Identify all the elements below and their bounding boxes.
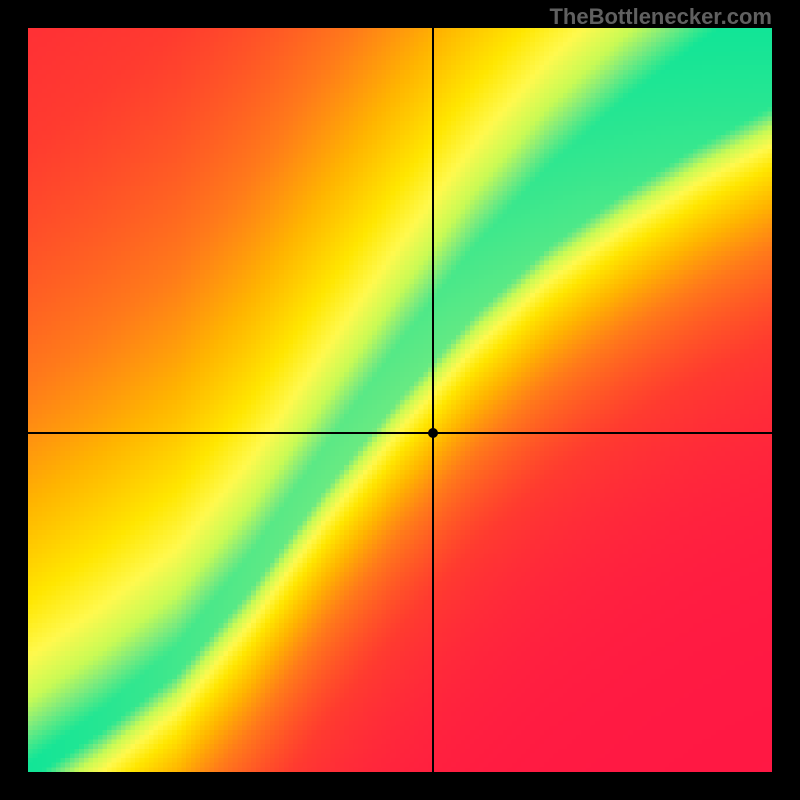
heatmap-canvas — [28, 28, 772, 772]
chart-container: TheBottlenecker.com — [0, 0, 800, 800]
watermark-text: TheBottlenecker.com — [549, 4, 772, 30]
crosshair-vertical — [432, 28, 434, 772]
crosshair-horizontal — [28, 432, 772, 434]
